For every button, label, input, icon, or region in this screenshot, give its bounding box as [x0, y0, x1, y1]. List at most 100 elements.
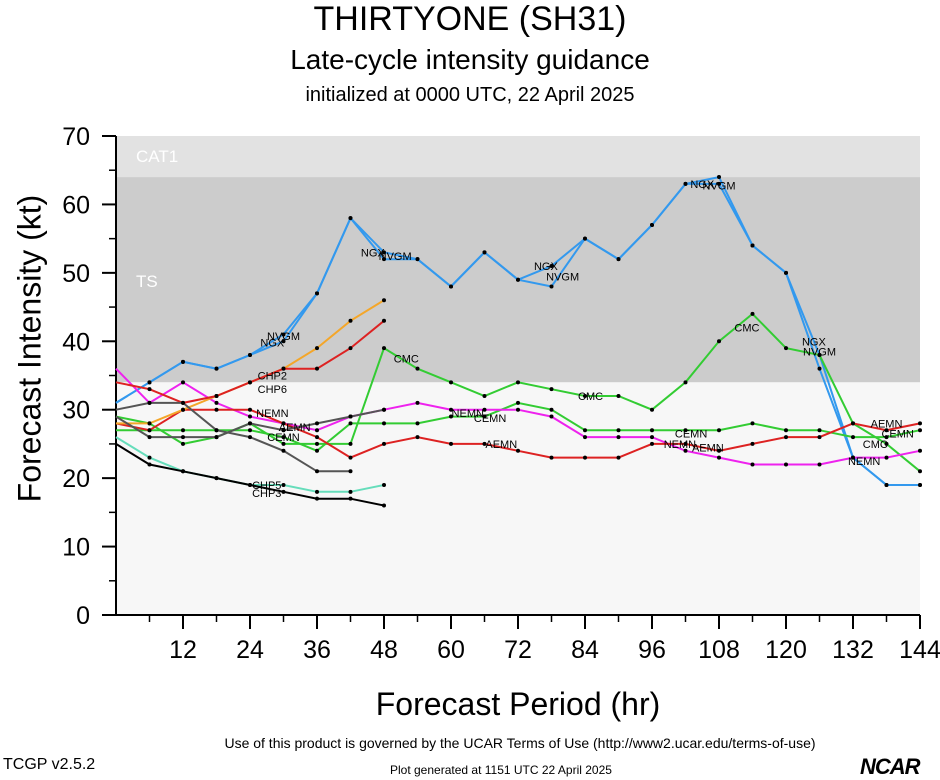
- series-point-chp2: [181, 407, 185, 412]
- series-point-chp3: [281, 489, 286, 494]
- series-point-nvgm: [315, 291, 319, 296]
- series-point-nemn: [918, 448, 922, 453]
- series-point-chp2: [382, 298, 386, 303]
- series-point-nvgm: [750, 243, 755, 248]
- series-point-nemn: [683, 448, 688, 453]
- chart-title: THIRTYONE (SH31): [313, 0, 627, 38]
- series-label-chp2: CHP2: [258, 371, 287, 383]
- series-point-nvgm: [281, 332, 286, 337]
- series-point-cemn: [750, 421, 755, 426]
- series-point-chp6: [248, 380, 252, 385]
- series-point-aemn: [650, 441, 654, 446]
- series-point-nemn: [817, 462, 822, 467]
- series-point-nemn: [750, 462, 755, 467]
- y-tick-label: 10: [62, 534, 90, 562]
- series-point-aemn: [784, 435, 788, 440]
- series-point-cmc: [884, 441, 889, 446]
- init-time: initialized at 0000 UTC, 22 April 2025: [305, 84, 635, 106]
- series-point-hwrf: [348, 469, 353, 474]
- series-point-nemn: [248, 414, 252, 419]
- series-point-nvgm: [449, 284, 453, 289]
- series-point-ngx: [817, 366, 822, 371]
- series-point-aemn: [918, 421, 922, 426]
- series-point-chp3: [214, 476, 219, 481]
- series-point-ngx: [382, 257, 386, 262]
- series-point-aemn: [449, 441, 453, 446]
- series-point-hwrf: [281, 448, 286, 453]
- series-point-cemn: [482, 414, 487, 419]
- series-point-cemn: [851, 435, 855, 440]
- x-tick-label: 120: [765, 636, 807, 664]
- ncar-logo: NCAR: [860, 754, 921, 779]
- series-point-chp6: [382, 318, 386, 323]
- series-point-nvgm: [650, 222, 654, 227]
- series-point-chp2: [315, 346, 319, 351]
- y-tick-label: 50: [62, 260, 90, 288]
- x-tick-label: 36: [303, 636, 331, 664]
- generated-time: Plot generated at 1151 UTC 22 April 2025: [390, 763, 612, 777]
- series-point-nvgm: [147, 380, 152, 385]
- series-point-ngx: [281, 339, 286, 344]
- y-axis-label: Forecast Intensity (kt): [11, 194, 48, 503]
- series-point-aemn: [348, 455, 353, 460]
- series-point-nvgm: [884, 482, 889, 487]
- series-label-ngx: NGX: [802, 336, 827, 348]
- series-point-chp3: [382, 503, 386, 508]
- series-point-nemn: [717, 455, 721, 460]
- series-point-cmc: [281, 441, 286, 446]
- series-point-nvgm: [181, 359, 185, 364]
- series-point-cmc: [784, 346, 788, 351]
- series-point-chp3: [348, 496, 353, 501]
- series-point-nvgm: [348, 216, 353, 221]
- series-point-gfs: [181, 435, 185, 440]
- series-label-cmc: CMC: [863, 439, 888, 451]
- series-point-aemn: [415, 435, 420, 440]
- y-tick-label: 40: [62, 328, 90, 356]
- series-point-chp5: [281, 482, 286, 487]
- series-point-nvgm: [382, 250, 386, 255]
- band-below-ts: [116, 382, 920, 615]
- series-point-chp3: [147, 462, 152, 467]
- series-point-nemn: [549, 414, 554, 419]
- series-point-nemn: [650, 435, 654, 440]
- series-label-cemn: CEMN: [267, 432, 299, 444]
- series-point-cemn: [449, 414, 453, 419]
- series-label-nvgm: NVGM: [703, 180, 736, 192]
- series-point-nemn: [516, 407, 520, 412]
- series-point-nemn: [884, 455, 889, 460]
- series-point-gfs: [281, 428, 286, 433]
- series-point-chp5: [315, 489, 319, 494]
- series-point-gfs: [147, 435, 152, 440]
- series-point-cemn: [683, 428, 688, 433]
- series-point-aemn: [382, 441, 386, 446]
- series-point-cmc: [315, 441, 319, 446]
- x-tick-label: 60: [437, 636, 465, 664]
- series-point-cemn: [382, 421, 386, 426]
- band-cat1: [116, 136, 920, 178]
- series-point-chp6: [348, 346, 353, 351]
- series-point-aemn: [315, 435, 319, 440]
- series-label-aemn: AEMN: [692, 442, 724, 454]
- series-point-cmc: [750, 311, 755, 316]
- series-point-nvgm: [616, 257, 621, 262]
- series-label-cemn: CEMN: [474, 413, 506, 425]
- series-point-nvgm: [248, 352, 252, 357]
- series-label-nvgm: NVGM: [379, 251, 412, 263]
- series-point-cmc: [918, 469, 922, 474]
- series-point-cemn: [248, 428, 252, 433]
- series-point-cemn: [315, 448, 319, 453]
- x-tick-label: 96: [638, 636, 666, 664]
- series-point-cemn: [616, 428, 621, 433]
- series-point-chp3: [248, 482, 252, 487]
- series-point-aemn: [516, 448, 520, 453]
- series-point-aemn: [683, 441, 688, 446]
- series-point-nvgm: [717, 181, 721, 186]
- x-axis-label: Forecast Period (hr): [375, 686, 661, 722]
- series-label-cemn: CEMN: [675, 429, 707, 441]
- series-label-chp5: CHP5: [252, 480, 281, 492]
- series-line-hwrf: [115, 401, 351, 473]
- series-point-cmc: [516, 380, 520, 385]
- series-point-cmc: [181, 441, 185, 446]
- series-point-aemn: [884, 428, 889, 433]
- series-point-aemn: [717, 448, 721, 453]
